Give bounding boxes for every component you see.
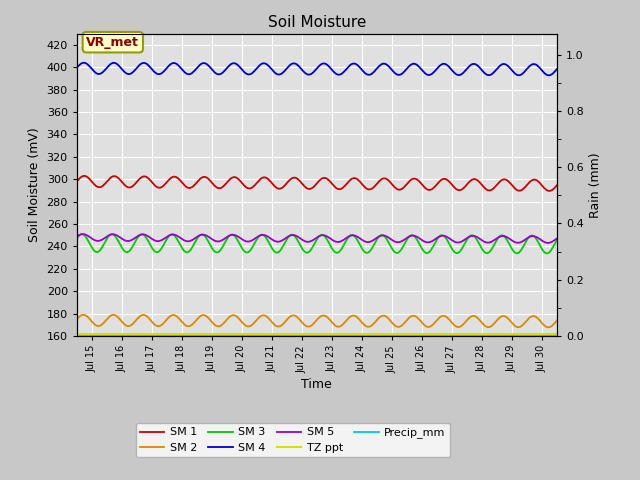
SM 5 <box>305 239 312 245</box>
TZ ppt <box>541 332 549 337</box>
SM 4 <box>73 65 81 71</box>
Y-axis label: Soil Moisture (mV): Soil Moisture (mV) <box>28 127 41 242</box>
SM 2 <box>302 323 310 329</box>
Line: SM 3: SM 3 <box>77 234 557 253</box>
Title: Soil Moisture: Soil Moisture <box>268 15 366 30</box>
SM 3 <box>542 251 550 256</box>
SM 5 <box>553 236 561 241</box>
SM 4 <box>333 72 341 77</box>
SM 5 <box>467 233 475 239</box>
SM 1 <box>467 177 475 183</box>
SM 4 <box>305 72 312 77</box>
SM 3 <box>543 251 551 256</box>
SM 5 <box>302 239 310 244</box>
SM 2 <box>80 312 88 318</box>
SM 5 <box>542 240 550 246</box>
TZ ppt <box>467 332 474 337</box>
SM 1 <box>333 186 341 192</box>
SM 3 <box>73 236 81 241</box>
Precip_mm <box>467 333 474 339</box>
SM 5 <box>73 234 81 240</box>
TZ ppt <box>304 332 312 337</box>
Line: SM 4: SM 4 <box>77 63 557 75</box>
SM 2 <box>333 324 341 329</box>
SM 1 <box>73 179 81 184</box>
Y-axis label: Rain (mm): Rain (mm) <box>589 152 602 217</box>
SM 4 <box>545 72 553 78</box>
SM 1 <box>360 183 367 189</box>
SM 3 <box>360 248 367 253</box>
SM 2 <box>542 324 550 330</box>
TZ ppt <box>358 332 366 337</box>
SM 2 <box>305 324 312 329</box>
Precip_mm <box>304 333 312 339</box>
TZ ppt <box>301 332 308 337</box>
SM 4 <box>80 60 88 66</box>
Precip_mm <box>358 333 366 339</box>
SM 1 <box>553 182 561 188</box>
SM 5 <box>360 238 367 244</box>
Precip_mm <box>333 333 340 339</box>
SM 1 <box>302 184 310 190</box>
SM 5 <box>333 239 341 245</box>
SM 1 <box>81 173 88 179</box>
TZ ppt <box>73 332 81 337</box>
SM 2 <box>73 316 81 322</box>
SM 3 <box>305 249 312 255</box>
SM 4 <box>467 62 475 68</box>
Legend: SM 1, SM 2, SM 3, SM 4, SM 5, TZ ppt, Precip_mm: SM 1, SM 2, SM 3, SM 4, SM 5, TZ ppt, Pr… <box>136 423 450 457</box>
SM 5 <box>544 240 552 246</box>
SM 2 <box>544 324 552 330</box>
TZ ppt <box>553 332 561 337</box>
Line: SM 5: SM 5 <box>77 234 557 243</box>
SM 1 <box>545 188 553 194</box>
Precip_mm <box>553 333 561 339</box>
SM 3 <box>467 232 475 238</box>
SM 4 <box>553 66 561 72</box>
SM 3 <box>333 250 341 255</box>
TZ ppt <box>333 332 340 337</box>
Precip_mm <box>301 333 308 339</box>
SM 3 <box>78 231 86 237</box>
X-axis label: Time: Time <box>301 378 332 391</box>
Line: SM 2: SM 2 <box>77 315 557 327</box>
SM 4 <box>542 72 550 77</box>
SM 1 <box>542 187 550 192</box>
Precip_mm <box>541 333 549 339</box>
SM 2 <box>360 321 367 327</box>
SM 4 <box>302 71 310 76</box>
Line: SM 1: SM 1 <box>77 176 557 191</box>
SM 2 <box>467 313 475 319</box>
SM 2 <box>553 318 561 324</box>
SM 3 <box>302 250 310 255</box>
Text: VR_met: VR_met <box>86 36 140 48</box>
SM 3 <box>553 237 561 243</box>
Precip_mm <box>73 333 81 339</box>
SM 1 <box>305 186 312 192</box>
SM 5 <box>79 231 86 237</box>
SM 4 <box>360 69 367 74</box>
